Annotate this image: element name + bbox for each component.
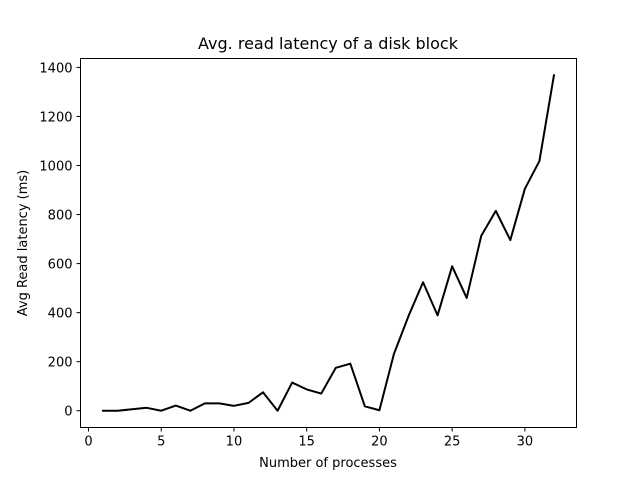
y-tick-label: 200 (48, 356, 73, 371)
x-tick-label: 10 (226, 435, 243, 450)
plot-frame (80, 58, 577, 428)
data-point (452, 266, 453, 267)
data-point (161, 410, 162, 411)
data-point (350, 363, 351, 364)
data-point (393, 353, 394, 354)
data-point (379, 410, 380, 411)
data-point (539, 161, 540, 162)
data-point (248, 402, 249, 403)
data-point (423, 282, 424, 283)
y-tick-label: 800 (48, 209, 73, 224)
y-axis-label: Avg Read latency (ms) (16, 170, 31, 316)
chart-title: Avg. read latency of a disk block (198, 34, 459, 53)
data-point (103, 410, 104, 411)
y-tick-label: 1400 (39, 61, 72, 76)
data-point (146, 407, 147, 408)
x-tick-label: 20 (371, 435, 388, 450)
data-point (190, 410, 191, 411)
data-point (481, 235, 482, 236)
x-tick-label: 15 (298, 435, 315, 450)
x-tick-label: 0 (84, 435, 92, 450)
data-point (524, 188, 525, 189)
data-point (306, 389, 307, 390)
axis-ticks: 0 5 10 15 20 25 30 0 200 400 600 800 1000 1200 1400 (39, 61, 533, 449)
data-point (219, 403, 220, 404)
data-point (132, 409, 133, 410)
data-point (233, 405, 234, 406)
data-point (175, 405, 176, 406)
data-point (437, 315, 438, 316)
data-point (408, 316, 409, 317)
data-point (553, 75, 554, 76)
data-point (117, 410, 118, 411)
data-point (466, 297, 467, 298)
data-point (335, 367, 336, 368)
y-tick-label: 400 (48, 307, 73, 322)
data-point (321, 393, 322, 394)
data-point (263, 392, 264, 393)
x-axis-label: Number of processes (259, 456, 397, 471)
y-tick-label: 600 (48, 258, 73, 273)
data-point (495, 210, 496, 211)
y-tick-label: 1200 (39, 110, 72, 125)
data-point (510, 240, 511, 241)
data-point (204, 403, 205, 404)
x-tick-label: 5 (157, 435, 165, 450)
y-tick-label: 1000 (39, 160, 72, 175)
data-point (364, 406, 365, 407)
data-point (292, 382, 293, 383)
data-point (277, 410, 278, 411)
x-tick-label: 30 (517, 435, 534, 450)
series-layer (102, 74, 556, 412)
x-tick-label: 25 (444, 435, 461, 450)
series-line (102, 74, 556, 412)
y-tick-label: 0 (64, 405, 72, 420)
